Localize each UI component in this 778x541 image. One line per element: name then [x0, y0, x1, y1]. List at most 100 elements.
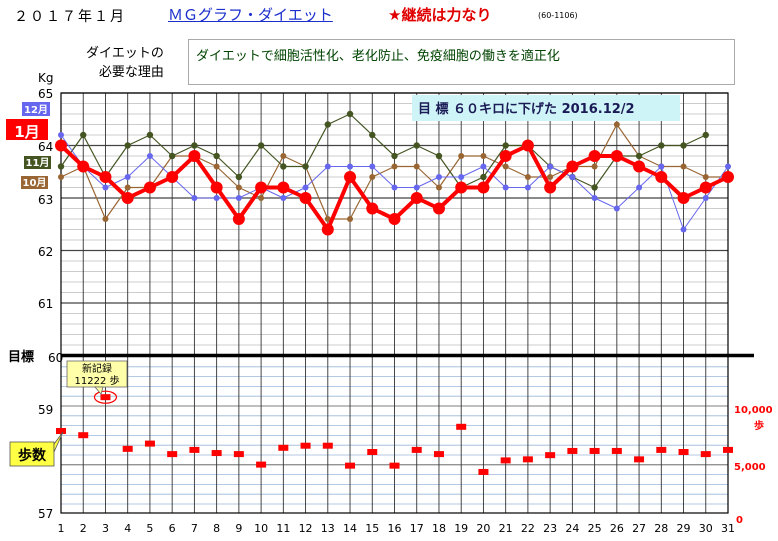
series-point [522, 140, 534, 152]
y2-tick-label: 10,000 [734, 405, 773, 416]
steps-mark [501, 457, 511, 463]
x-tick-label: 26 [610, 522, 624, 535]
series-point [636, 185, 642, 191]
x-tick-label: 17 [410, 522, 424, 535]
series-point [214, 195, 220, 201]
record-note-line2: 11222 歩 [75, 374, 120, 387]
series-point [122, 192, 134, 204]
x-tick-label: 13 [321, 522, 335, 535]
series-point [681, 164, 687, 170]
series-point [236, 174, 242, 180]
steps-mark [634, 456, 644, 462]
y-tick-label: 60 [48, 351, 63, 365]
series-point [255, 182, 267, 194]
series-point [58, 163, 64, 169]
series-point [455, 182, 467, 194]
series-point [347, 216, 353, 222]
series-point [592, 164, 598, 170]
steps-mark [590, 448, 600, 454]
series-point [392, 164, 398, 170]
steps-mark [123, 446, 133, 452]
y-tick-label: 59 [38, 403, 53, 417]
series-point [591, 184, 597, 190]
series-point [58, 174, 64, 180]
steps-mark [523, 456, 533, 462]
steps-mark [56, 428, 66, 434]
series-point [80, 132, 86, 138]
steps-mark [545, 452, 555, 458]
series-point [213, 153, 219, 159]
x-tick-label: 1 [58, 522, 65, 535]
series-point [611, 150, 623, 162]
x-tick-label: 24 [565, 522, 579, 535]
series-point [214, 164, 220, 170]
x-tick-label: 3 [102, 522, 109, 535]
series-point [280, 153, 286, 159]
series-point [303, 185, 309, 191]
x-tick-label: 18 [432, 522, 446, 535]
series-point [458, 174, 464, 180]
series-point [366, 203, 378, 215]
dec-tag: 12月 [24, 104, 48, 116]
series-point [102, 185, 108, 191]
series-point [414, 185, 420, 191]
x-tick-label: 16 [388, 522, 402, 535]
series-point [700, 182, 712, 194]
series-point [369, 132, 375, 138]
oct-tag: 10月 [23, 177, 47, 189]
series-point [703, 195, 709, 201]
record-note-line1: 新記録 [82, 362, 112, 375]
series-point [547, 174, 553, 180]
steps-mark [390, 463, 400, 469]
series-point [680, 142, 686, 148]
steps-mark [212, 450, 222, 456]
series-point [344, 171, 356, 183]
steps-mark [434, 451, 444, 457]
series-point [102, 216, 108, 222]
x-tick-label: 15 [365, 522, 379, 535]
series-point [391, 153, 397, 159]
series-point [614, 206, 620, 212]
series-point [99, 171, 111, 183]
series-point [369, 174, 375, 180]
x-tick-label: 5 [146, 522, 153, 535]
series-point [703, 132, 709, 138]
series-point [280, 195, 286, 201]
series-point [125, 185, 131, 191]
steps-mark [256, 462, 266, 468]
series-point [633, 161, 645, 173]
x-tick-label: 31 [721, 522, 735, 535]
steps-mark [100, 394, 110, 400]
series-point [347, 164, 353, 170]
series-point [525, 174, 531, 180]
series-point [725, 164, 731, 170]
series-point [277, 182, 289, 194]
nov-tag: 11月 [26, 157, 50, 169]
series-point [589, 150, 601, 162]
steps-mark [701, 451, 711, 457]
x-tick-label: 22 [521, 522, 535, 535]
series-point [655, 171, 667, 183]
series-point [658, 164, 664, 170]
series-point [144, 182, 156, 194]
x-tick-label: 23 [543, 522, 557, 535]
x-tick-label: 21 [499, 522, 513, 535]
x-tick-label: 10 [254, 522, 268, 535]
series-point [188, 150, 200, 162]
steps-tag: 歩数 [18, 447, 47, 464]
series-point [433, 203, 445, 215]
series-point [147, 153, 153, 159]
series-point [191, 195, 197, 201]
x-tick-label: 8 [213, 522, 220, 535]
y2-tick-label: 0 [736, 515, 743, 526]
x-tick-label: 4 [124, 522, 131, 535]
series-point [125, 174, 131, 180]
series-point [258, 195, 264, 201]
series-point [414, 164, 420, 170]
steps-mark [679, 449, 689, 455]
x-tick-label: 12 [299, 522, 313, 535]
series-point [722, 171, 734, 183]
y-tick-label: 61 [38, 297, 53, 311]
series-point [525, 185, 531, 191]
